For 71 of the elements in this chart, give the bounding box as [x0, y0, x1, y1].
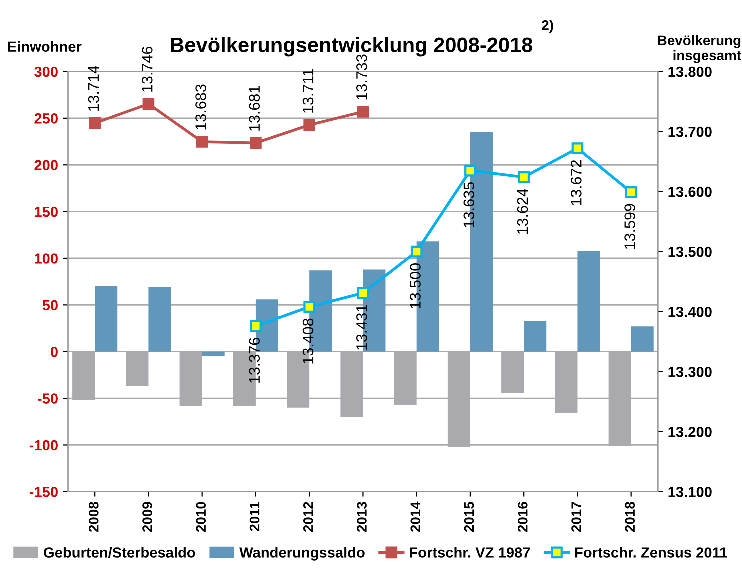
y2-tick-label: 13.600: [668, 186, 712, 198]
legend-label: Geburten/Sterbesaldo: [44, 547, 196, 558]
y-axis-title: Einwohner: [8, 41, 82, 52]
bar: [148, 287, 172, 352]
point: [410, 246, 423, 258]
y2-tick-label: 13.100: [668, 487, 712, 498]
x-tick-label: 2013: [357, 502, 367, 532]
y-tick-label: 200: [34, 160, 58, 171]
x-tick-label: 2009: [142, 502, 152, 532]
y2-tick-label: 13.300: [668, 366, 712, 378]
y-tick-label: -100: [30, 440, 58, 451]
y2-axis-title: Bevölkerung insgesamt: [658, 35, 742, 64]
y2-tick-label: 13.500: [668, 246, 712, 258]
data-label: 13.635: [464, 182, 475, 228]
y-tick-label: -50: [38, 394, 58, 404]
point: [304, 119, 316, 132]
x-tick-label: 2018: [625, 502, 636, 532]
point: [250, 320, 262, 332]
x-tick-label: 2011: [250, 502, 260, 532]
x-tick-label: 2015: [464, 502, 474, 532]
data-label: 13.599: [624, 204, 636, 250]
x-tick-label: 2014: [410, 502, 421, 532]
text: 2): [542, 20, 554, 34]
data-label: 13.683: [196, 84, 206, 130]
legend-label: Fortschr. VZ 1987: [410, 547, 530, 558]
point: [464, 164, 476, 177]
data-label: 13.746: [142, 46, 153, 92]
point: [304, 301, 316, 313]
bar: [631, 326, 654, 352]
x-tick-label: 2008: [88, 502, 99, 532]
legend-label: Fortschr. Zensus 2011: [575, 547, 728, 558]
y-tick-label: -150: [30, 487, 58, 498]
bar: [578, 251, 600, 352]
bar: [202, 352, 225, 357]
data-label: 13.408: [302, 318, 314, 364]
point: [625, 186, 638, 198]
x-tick-label: 2010: [196, 502, 206, 532]
y2-tick-label: 13.700: [668, 126, 712, 138]
data-label: 13.681: [249, 86, 260, 131]
legend-label: Wanderungssaldo: [240, 547, 365, 561]
x-tick-label: 2017: [572, 502, 582, 532]
y-tick-label: 100: [35, 254, 58, 264]
point: [357, 106, 370, 118]
bar: [524, 321, 547, 352]
data-label: 13.431: [356, 305, 368, 350]
data-label: 13.714: [88, 66, 100, 112]
data-label: 13.672: [570, 160, 582, 206]
point: [357, 287, 370, 300]
y-tick-label: 300: [34, 66, 58, 78]
point: [196, 136, 208, 148]
x-tick-label: 2016: [518, 502, 528, 532]
point: [250, 137, 262, 150]
data-label: 13.376: [249, 338, 260, 383]
data-label: 13.711: [302, 69, 314, 113]
y-tick-label: 150: [35, 206, 58, 218]
y2-tick-label: 13.400: [668, 306, 712, 318]
x-tick-label: 2012: [303, 502, 314, 532]
point: [572, 142, 584, 154]
point: [89, 117, 101, 130]
data-label: 13.624: [517, 188, 528, 234]
y2-tick-label: 13.200: [668, 426, 712, 438]
point: [518, 171, 530, 184]
bar: [95, 286, 118, 352]
point: [142, 98, 155, 110]
y-tick-label: 0: [51, 346, 58, 358]
y-tick-label: 50: [42, 300, 58, 311]
y-tick-label: 250: [34, 114, 58, 124]
data-label: 13.733: [356, 54, 368, 100]
chart-title: Bevölkerungsentwicklung 2008-2018: [171, 37, 533, 57]
y2-tick-label: 13.800: [668, 66, 712, 78]
data-label: 13.500: [410, 264, 421, 308]
